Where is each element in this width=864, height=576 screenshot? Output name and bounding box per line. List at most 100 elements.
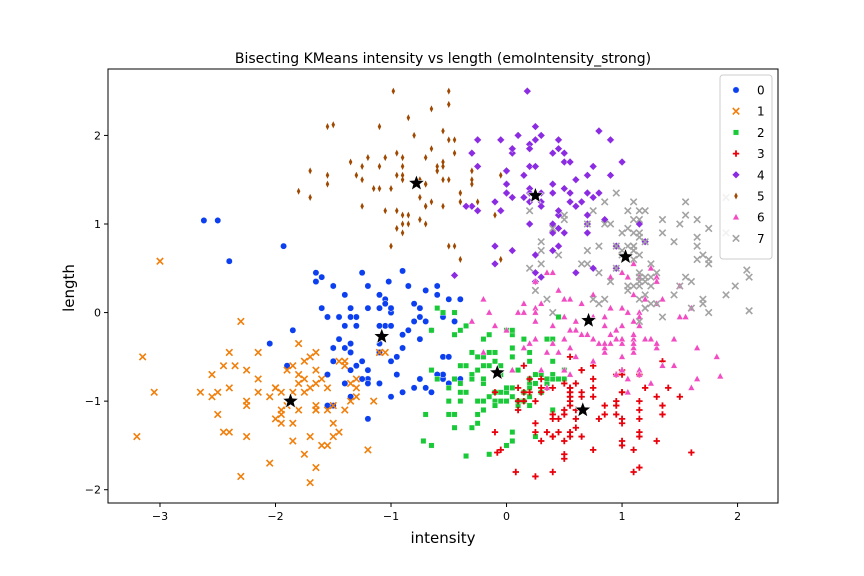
data-point bbox=[537, 299, 545, 307]
data-point bbox=[441, 158, 445, 166]
data-point bbox=[629, 282, 638, 290]
data-point bbox=[532, 380, 539, 387]
data-point bbox=[364, 446, 372, 454]
data-point bbox=[670, 361, 678, 369]
data-point bbox=[543, 268, 551, 276]
data-point bbox=[225, 257, 233, 265]
data-point bbox=[452, 149, 457, 157]
data-point bbox=[618, 415, 626, 423]
data-point bbox=[635, 321, 644, 329]
data-point bbox=[341, 406, 349, 414]
data-point bbox=[589, 295, 597, 304]
data-point bbox=[635, 215, 644, 224]
data-point bbox=[636, 433, 643, 440]
data-point bbox=[329, 401, 338, 410]
data-point bbox=[571, 202, 580, 211]
data-point bbox=[641, 237, 649, 246]
data-point bbox=[658, 313, 667, 321]
data-point bbox=[629, 330, 638, 338]
data-point bbox=[451, 331, 458, 338]
data-point bbox=[420, 438, 427, 444]
data-point bbox=[606, 330, 615, 338]
data-point bbox=[676, 220, 684, 228]
data-point bbox=[410, 384, 418, 392]
data-point bbox=[474, 367, 481, 374]
data-point bbox=[280, 242, 288, 250]
centroids bbox=[281, 173, 635, 418]
data-point bbox=[318, 304, 326, 312]
data-point bbox=[693, 255, 701, 264]
data-point bbox=[531, 277, 540, 285]
data-point bbox=[254, 348, 262, 357]
centroid-star bbox=[526, 186, 545, 204]
data-point bbox=[289, 326, 297, 334]
data-point bbox=[509, 393, 516, 400]
x-tick-label: 0 bbox=[503, 510, 510, 523]
data-point bbox=[699, 251, 707, 259]
data-point bbox=[277, 388, 286, 397]
data-point bbox=[681, 312, 690, 320]
data-point bbox=[537, 202, 546, 211]
legend-label-4: 4 bbox=[757, 168, 765, 182]
data-point bbox=[665, 384, 672, 392]
data-point bbox=[300, 450, 309, 459]
legend-label-2: 2 bbox=[757, 126, 765, 140]
data-point bbox=[410, 317, 418, 325]
data-point bbox=[612, 335, 620, 342]
data-point bbox=[641, 384, 649, 392]
series-1 bbox=[133, 257, 390, 487]
data-point bbox=[393, 353, 401, 361]
data-point bbox=[196, 388, 205, 397]
data-point bbox=[629, 348, 638, 356]
data-point bbox=[699, 299, 707, 308]
legend-label-5: 5 bbox=[757, 190, 765, 204]
data-point bbox=[519, 193, 528, 202]
data-point bbox=[474, 353, 481, 360]
data-point bbox=[548, 224, 557, 233]
data-point bbox=[537, 131, 546, 140]
data-point bbox=[641, 304, 649, 312]
legend: 0 1 2 3 4 5 6 7 bbox=[719, 74, 773, 260]
data-point bbox=[289, 437, 297, 445]
data-point bbox=[613, 411, 620, 418]
data-point bbox=[376, 291, 383, 299]
data-point bbox=[422, 317, 430, 325]
data-point bbox=[629, 246, 638, 255]
y-tick-label: 0 bbox=[94, 307, 101, 320]
data-point bbox=[457, 398, 464, 405]
data-point bbox=[265, 392, 274, 401]
data-point bbox=[618, 389, 626, 396]
data-point bbox=[445, 384, 452, 391]
data-point bbox=[423, 180, 428, 188]
data-point bbox=[571, 175, 580, 184]
data-point bbox=[429, 198, 434, 206]
data-point bbox=[385, 278, 393, 286]
data-point bbox=[537, 375, 545, 383]
data-point bbox=[543, 428, 551, 436]
data-point bbox=[624, 308, 632, 316]
data-point bbox=[544, 336, 550, 343]
data-point bbox=[589, 393, 597, 400]
data-point bbox=[441, 176, 445, 184]
data-point bbox=[693, 374, 701, 382]
data-point bbox=[404, 282, 412, 290]
data-point bbox=[358, 269, 366, 277]
data-point bbox=[474, 411, 481, 418]
data-point bbox=[317, 441, 326, 450]
data-point bbox=[653, 437, 660, 445]
data-point bbox=[531, 317, 540, 325]
data-point bbox=[440, 309, 446, 316]
data-point bbox=[613, 397, 620, 405]
data-point bbox=[393, 371, 401, 379]
data-point bbox=[583, 171, 592, 180]
data-point bbox=[376, 379, 383, 387]
data-point bbox=[445, 411, 452, 418]
data-point bbox=[560, 184, 569, 193]
data-point bbox=[548, 180, 557, 189]
data-point bbox=[629, 215, 638, 224]
data-point bbox=[242, 397, 251, 405]
data-point bbox=[543, 295, 551, 304]
data-point bbox=[480, 336, 487, 343]
data-point bbox=[254, 375, 262, 383]
data-point bbox=[565, 188, 575, 198]
